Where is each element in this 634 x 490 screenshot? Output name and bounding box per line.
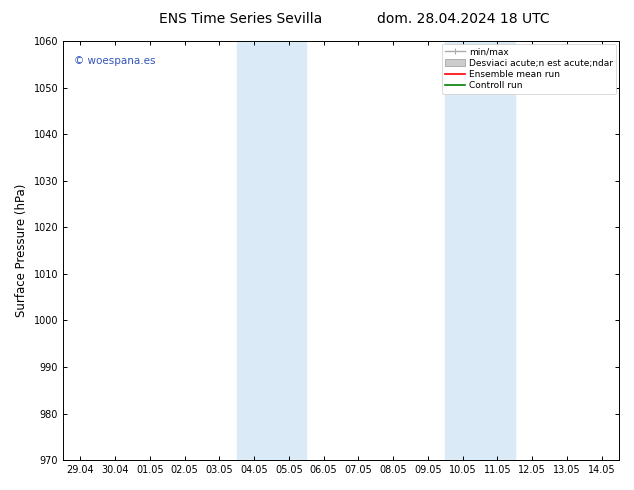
Y-axis label: Surface Pressure (hPa): Surface Pressure (hPa): [15, 184, 28, 318]
Text: dom. 28.04.2024 18 UTC: dom. 28.04.2024 18 UTC: [377, 12, 549, 26]
Bar: [445, 41, 515, 460]
Bar: [236, 41, 306, 460]
Text: © woespana.es: © woespana.es: [74, 56, 156, 66]
Legend: min/max, Desviaci acute;n est acute;ndar, Ensemble mean run, Controll run: min/max, Desviaci acute;n est acute;ndar…: [442, 44, 616, 94]
Text: ENS Time Series Sevilla: ENS Time Series Sevilla: [159, 12, 323, 26]
